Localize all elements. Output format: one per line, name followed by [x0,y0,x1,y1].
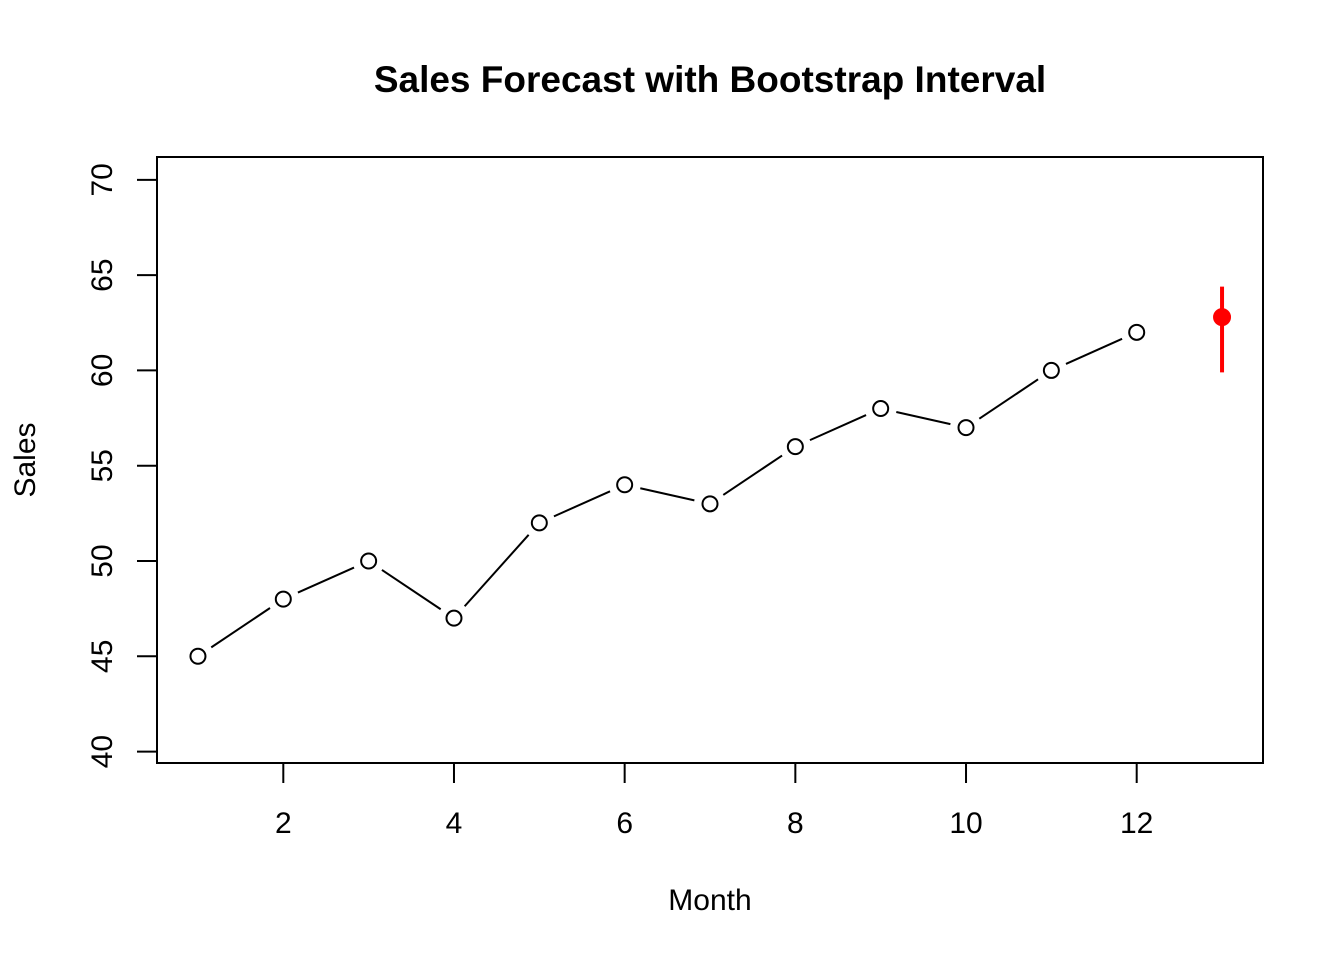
y-tick-label: 55 [86,449,119,482]
x-tick-label: 4 [446,807,463,840]
series-segment [553,490,611,518]
series-segment [463,534,530,607]
series-segment [978,378,1039,420]
data-point [616,476,634,494]
x-axis-label: Month [668,884,751,917]
data-point [189,647,207,665]
data-point [274,590,292,608]
data-point [701,495,719,513]
y-tick-label: 70 [86,163,119,196]
x-tick-label: 12 [1120,807,1153,840]
forecast-interval [1213,286,1232,373]
series-points [189,323,1146,665]
data-point [957,419,975,437]
y-axis-label: Sales [9,422,42,497]
series-line [210,337,1123,649]
series-segment [210,607,271,649]
series-segment [297,566,355,594]
y-axis: 40 45 50 55 60 65 70 [86,163,158,768]
x-axis: 2 4 6 8 10 12 [275,762,1153,840]
x-tick-label: 2 [275,807,292,840]
forecast-point [1213,308,1232,327]
series-segment [381,569,442,611]
x-tick-label: 10 [949,807,982,840]
y-tick-label: 50 [86,544,119,577]
series-segment [1065,337,1123,365]
series-segment [640,487,695,502]
series-segment [896,411,951,426]
series-segment [809,414,867,442]
y-tick-label: 45 [86,640,119,673]
data-point [872,400,890,418]
data-point [786,438,804,456]
x-tick-label: 6 [616,807,633,840]
data-point [530,514,548,532]
y-tick-label: 60 [86,354,119,387]
x-tick-label: 8 [787,807,804,840]
data-point [1042,361,1060,379]
data-point [445,609,463,627]
series-segment [722,454,783,496]
chart-title: Sales Forecast with Bootstrap Interval [374,59,1046,100]
data-point [1128,323,1146,341]
y-tick-label: 40 [86,735,119,768]
data-point [360,552,378,570]
plot-frame [156,156,1264,764]
y-tick-label: 65 [86,258,119,291]
